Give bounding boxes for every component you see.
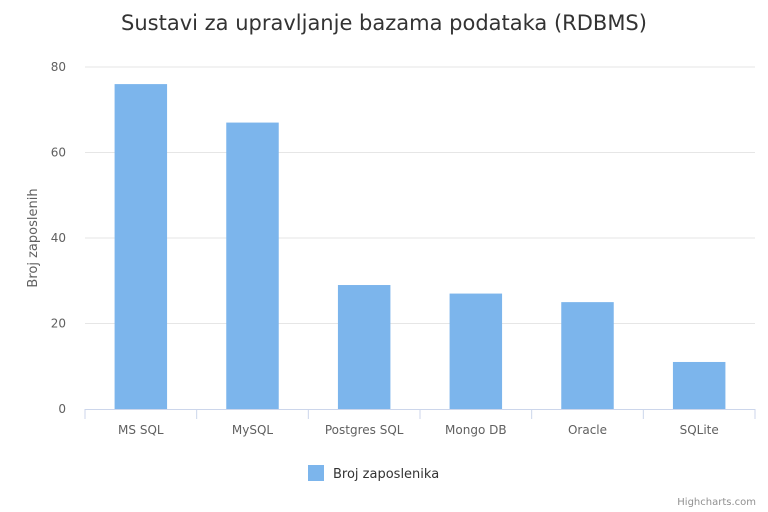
y-tick-label: 0: [58, 402, 66, 416]
x-tick-label: Mongo DB: [445, 423, 507, 437]
x-axis: [84, 409, 756, 419]
y-tick-label: 40: [51, 231, 66, 245]
grid-lines: [85, 66, 755, 324]
y-axis-title: Broj zaposlenih: [26, 188, 41, 287]
x-axis-ticks: MS SQL MySQL Postgres SQL Mongo DB Oracle SQL…: [118, 423, 719, 437]
bar[interactable]: [449, 293, 503, 409]
y-axis-ticks: 0 20 40 60 80: [51, 60, 66, 416]
bar[interactable]: [672, 361, 726, 409]
legend-item[interactable]: Broj zaposlenika: [308, 465, 439, 482]
y-tick-label: 80: [51, 60, 66, 74]
x-tick-label: MS SQL: [118, 423, 164, 437]
y-tick-label: 20: [51, 317, 66, 331]
x-tick-label: Postgres SQL: [325, 423, 404, 437]
legend-label: Broj zaposlenika: [333, 467, 439, 482]
bar[interactable]: [226, 122, 279, 409]
x-tick-label: SQLite: [680, 423, 719, 437]
legend[interactable]: Broj zaposlenika: [308, 465, 439, 482]
bar[interactable]: [114, 84, 168, 409]
bar-series: [114, 84, 726, 409]
x-tick-label: Oracle: [568, 423, 607, 437]
credits-link[interactable]: Highcharts.com: [677, 497, 756, 508]
chart-title: Sustavi za upravljanje bazama podataka (…: [121, 11, 647, 35]
legend-swatch: [308, 465, 324, 481]
bar[interactable]: [337, 285, 391, 409]
x-tick-label: MySQL: [232, 423, 274, 437]
y-tick-label: 60: [51, 146, 66, 160]
bar[interactable]: [561, 302, 614, 409]
